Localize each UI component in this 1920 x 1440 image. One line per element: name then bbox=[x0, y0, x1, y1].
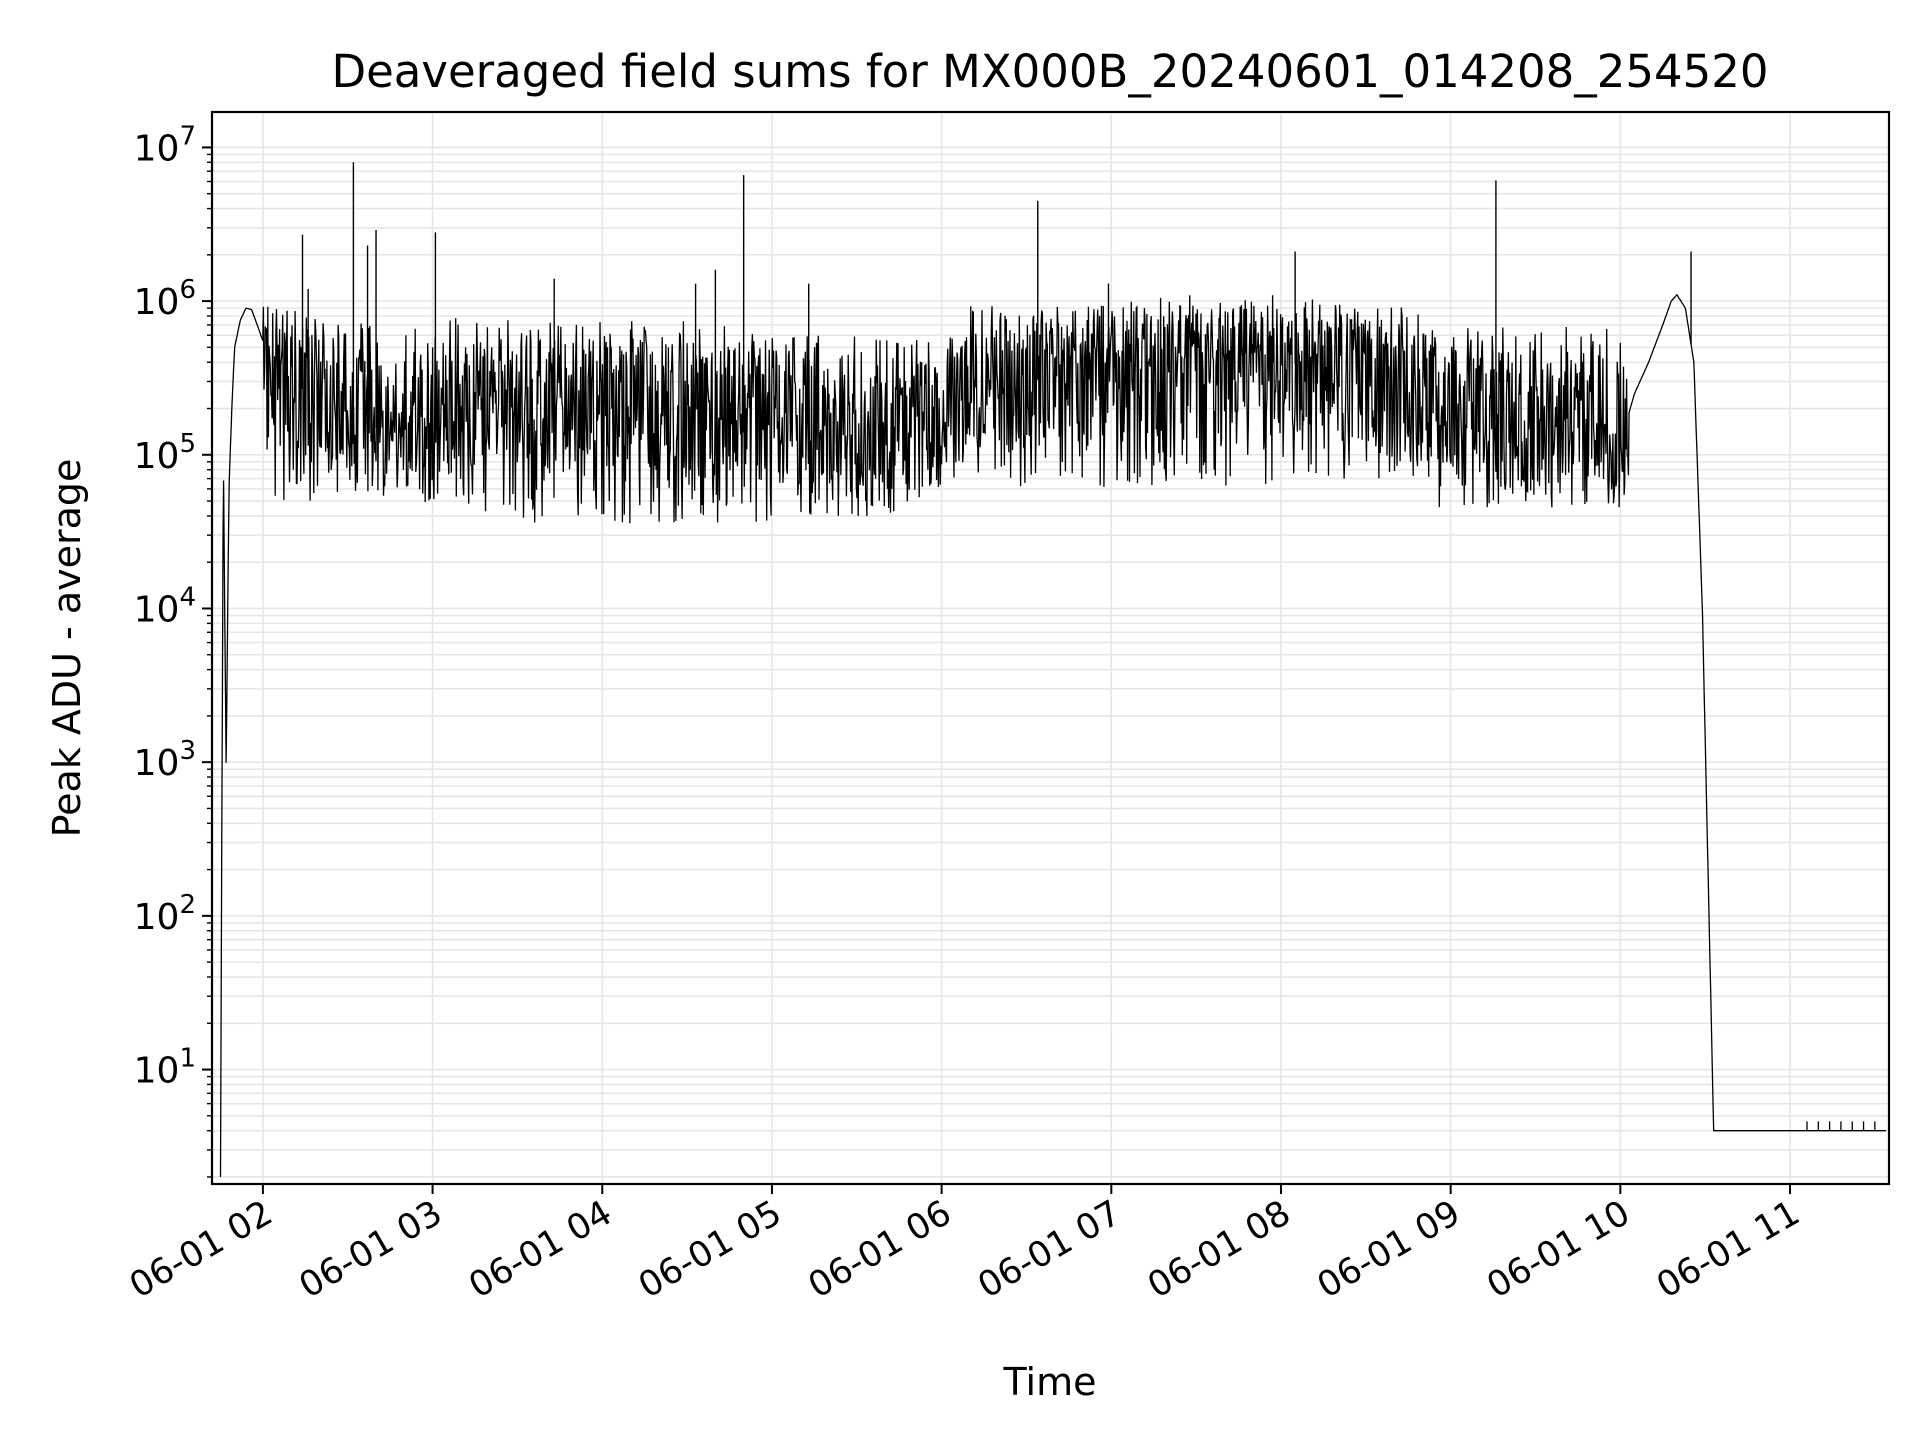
y-tick-label: 104 bbox=[134, 582, 196, 630]
series-line bbox=[219, 293, 1886, 1178]
series-layer bbox=[219, 162, 1886, 1178]
x-axis-label: Time bbox=[1003, 1360, 1097, 1404]
y-tick-label: 102 bbox=[134, 890, 196, 938]
grid bbox=[212, 112, 1889, 1184]
plot-frame bbox=[210, 110, 1891, 1186]
chart-title: Deaveraged field sums for MX000B_2024060… bbox=[331, 45, 1768, 98]
y-axis-label: Peak ADU - average bbox=[45, 459, 89, 838]
